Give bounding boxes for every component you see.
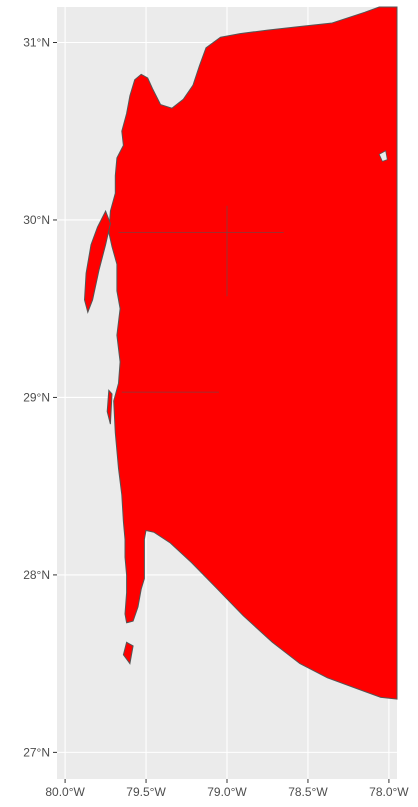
y-tick-label: 29°N: [23, 390, 50, 404]
artifact-lines: [118, 205, 284, 393]
y-tick-label: 28°N: [23, 568, 50, 582]
y-tick-label: 27°N: [23, 745, 50, 759]
shaded-region-fragment: [122, 641, 134, 665]
region-layer: [83, 6, 398, 700]
y-axis: 27°N 28°N 29°N 30°N 31°N: [23, 35, 57, 759]
shaded-region: [108, 6, 398, 700]
y-tick-label: 31°N: [23, 35, 50, 49]
x-tick-label: 78.0°W: [369, 785, 409, 799]
x-axis: 80.0°W 79.5°W 79.0°W 78.5°W 78.0°W: [45, 779, 409, 799]
region-hole: [378, 150, 388, 162]
shaded-region-fragment: [83, 209, 111, 314]
x-tick-label: 79.5°W: [126, 785, 166, 799]
x-tick-label: 79.0°W: [207, 785, 247, 799]
y-tick-label: 30°N: [23, 213, 50, 227]
shaded-region-fragment: [106, 389, 113, 425]
x-tick-label: 78.5°W: [288, 785, 328, 799]
x-tick-label: 80.0°W: [45, 785, 85, 799]
